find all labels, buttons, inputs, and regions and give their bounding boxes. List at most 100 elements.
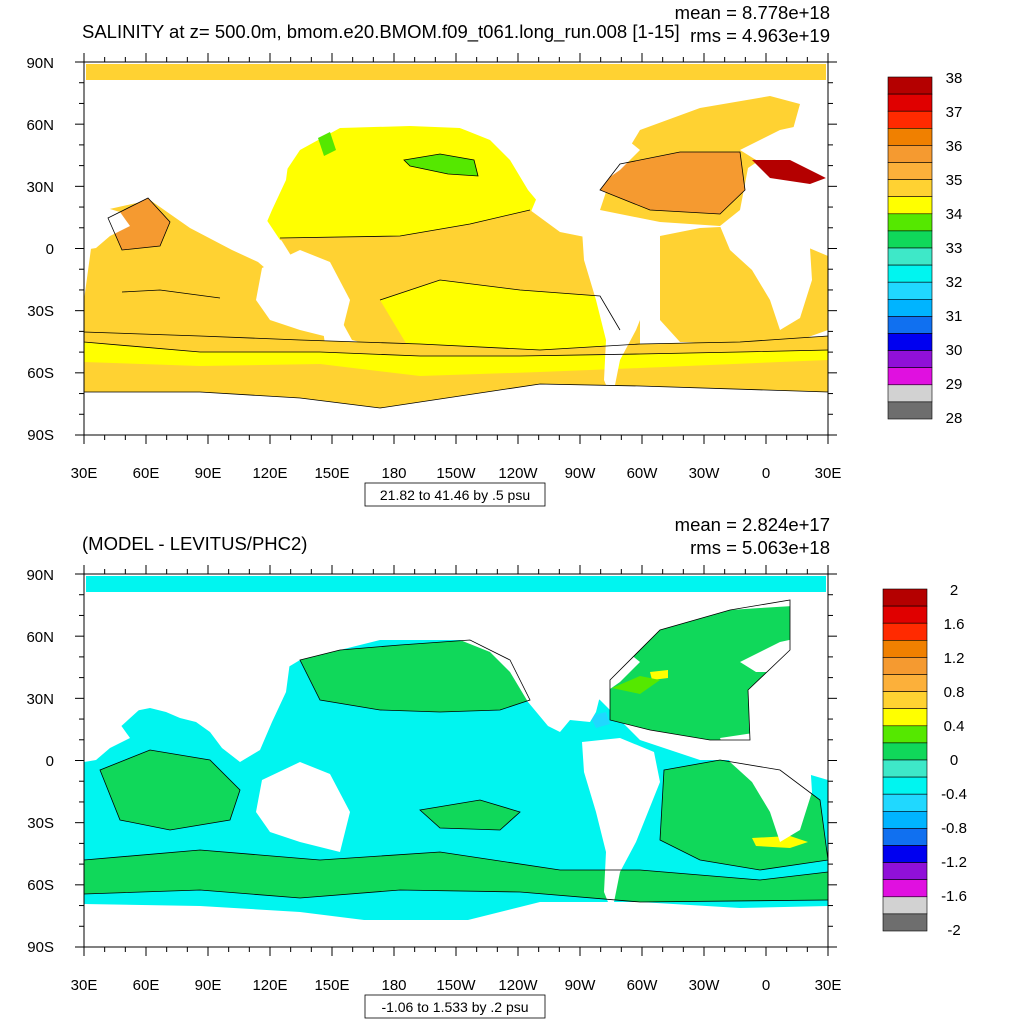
colorbar-swatch [887,213,933,232]
lon-label: 180 [381,465,406,482]
map-field [84,574,828,947]
salinity-southern-band-fresh [84,342,828,376]
colorbar-swatch [887,145,933,163]
colorbar-swatch [882,691,928,709]
lat-label: 30S [27,303,54,320]
land-australia [256,762,350,852]
colorbar-label: 0.4 [944,718,965,735]
range-label-box [364,994,546,1019]
salinity-north-pacific-low [404,154,478,176]
lat-label: 90N [26,55,54,72]
diff-north-pacific-green [300,640,530,712]
colorbar-swatch [882,605,928,624]
colorbar-swatch [887,367,933,386]
salinity-arctic-region [86,64,826,80]
salinity-north-pacific [260,126,540,250]
land-australia [256,250,350,340]
colorbar-swatch [882,776,928,795]
colorbar-swatch [882,622,928,641]
lon-label: 90W [565,465,597,482]
colorbar-swatch [882,759,928,778]
land-north-america [420,116,640,220]
colorbar [882,588,928,932]
land-antarctica [84,902,828,947]
lon-label: 60E [133,465,160,482]
colorbar-swatch [887,281,933,300]
lon-label: 30E [71,465,98,482]
lon-label: 150W [436,977,476,994]
colorbar-label: 35 [946,172,963,189]
colorbar-label: 2 [950,582,958,599]
latitude-labels: 90N 60N 30N 0 30S 60S 90S [26,55,54,444]
colorbar-label: 0 [950,752,958,769]
lat-label: 30N [26,691,54,708]
lon-label: 90E [195,465,222,482]
lon-label: 60W [627,977,659,994]
lon-label: 180 [381,977,406,994]
panel-salinity: SALINITY at z= 500.0m, bmom.e20.BMOM.f09… [26,2,963,507]
land-africa-main [720,220,812,330]
colorbar-swatch [887,128,933,146]
diff-north-atlantic-light-green [612,676,660,694]
lon-label: 30E [71,977,98,994]
colorbar-swatch [882,810,928,829]
mean-stat: mean = 8.778e+18 [675,2,830,23]
colorbar-swatch [882,639,928,658]
diff-caribbean-light-blue [590,712,610,728]
lat-label: 30S [27,815,54,832]
longitude-labels: 30E 60E 90E 120E 150E 180 150W 120W 90W … [71,465,842,482]
range-label: -1.06 to 1.533 by .2 psu [381,999,528,1015]
colorbar-label: -0.8 [941,820,967,837]
diff-southeast-pacific-green [420,800,520,830]
lat-label: 0 [46,241,54,258]
colorbar-label: 38 [946,70,963,87]
land-europe [740,632,826,690]
colorbar-label: 0.8 [944,684,965,701]
contour-lines [84,151,828,409]
rms-stat: rms = 5.063e+18 [690,537,830,558]
colorbar-swatch [882,674,928,692]
land-asia [84,592,826,762]
colorbar-swatch [887,196,933,215]
salinity-arabian-sea-high [108,198,170,250]
colorbar-swatch [887,333,933,351]
axis-ticks [75,53,837,444]
colorbar-label: 33 [946,240,963,257]
diff-arctic-region [86,576,826,592]
map-field [84,62,828,435]
colorbar-label: 31 [946,308,963,325]
colorbar-swatch [887,350,933,369]
range-label-box [364,482,546,507]
panel-difference: (MODEL - LEVITUS/PHC2) mean = 2.824e+17 … [26,514,967,1019]
colorbar-swatch [882,862,928,880]
lon-label: 0 [762,977,770,994]
colorbar-swatch [887,384,933,403]
contour-lines [84,599,828,903]
salinity-subtropical-atlantic-max [606,166,678,198]
lon-label: 60E [133,977,160,994]
colorbar [887,76,933,420]
land-europe [740,120,826,178]
colorbar-swatch [887,401,933,420]
lon-label: 120E [252,977,287,994]
colorbar-label: 36 [946,138,963,155]
colorbar-swatch [882,708,928,727]
lon-label: 0 [762,465,770,482]
colorbar-label: 29 [946,376,963,393]
land-africa [84,712,130,762]
diff-southern-band-green [84,850,828,902]
colorbar-swatch [882,845,928,863]
land-antarctica [84,390,828,435]
colorbar-label: 28 [946,410,963,427]
colorbar-swatch [882,725,928,744]
colorbar-label: -0.4 [941,786,967,803]
colorbar-swatch [882,896,928,915]
lon-label: 60W [627,465,659,482]
salinity-bering-low [318,132,336,156]
colorbar-swatch [882,588,928,607]
colorbar-label: -2 [947,922,960,939]
colorbar-swatch [887,162,933,180]
colorbar-swatch [882,879,928,898]
colorbar-label: 32 [946,274,963,291]
